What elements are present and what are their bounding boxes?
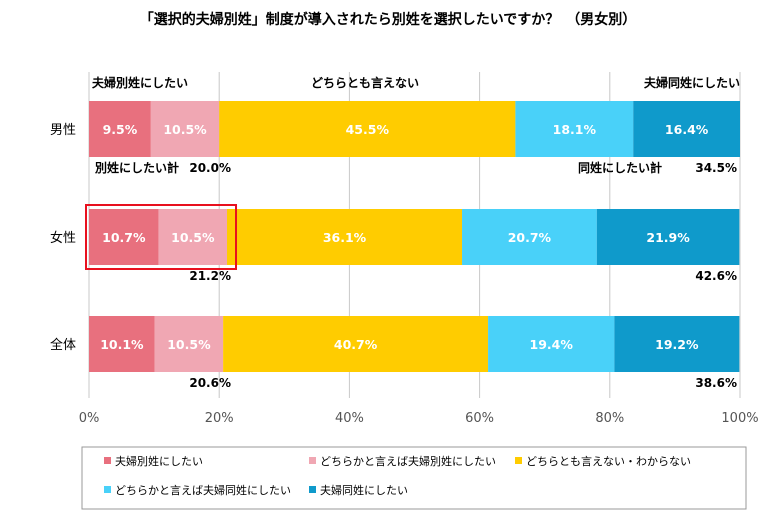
highlight-rectangle — [85, 204, 238, 270]
bar-segment — [488, 316, 615, 372]
bar-value-label: 9.5% — [103, 122, 138, 137]
x-tick-label: 60% — [465, 411, 494, 426]
bar-segment — [614, 316, 740, 372]
highlight-box — [85, 204, 238, 270]
left-total-value: 20.0% — [189, 161, 231, 175]
left-sum-label: 別姓にしたい計 — [94, 160, 179, 175]
legend-swatch — [104, 457, 111, 464]
bar-value-label: 16.4% — [665, 122, 709, 137]
bar-value-label: 40.7% — [334, 337, 378, 352]
legend-swatch — [309, 457, 316, 464]
bar-segment — [150, 101, 220, 157]
legend-swatch — [104, 486, 111, 493]
bars: 9.5% 10.5% 45.5% 18.1% 16.4% 10.7% 10.5% 36.1% 2… — [89, 101, 740, 372]
bar-value-label: 10.5% — [163, 122, 207, 137]
bar-value-label: 10.5% — [171, 230, 215, 245]
bar-segment — [219, 101, 516, 157]
header-same: 夫婦同姓にしたい — [643, 75, 740, 90]
bar-value-label: 10.7% — [102, 230, 146, 245]
header-separate: 夫婦別姓にしたい — [91, 75, 188, 90]
x-tick-label: 0% — [79, 411, 100, 426]
right-total-value: 38.6% — [695, 376, 737, 390]
legend: 夫婦別姓にしたい どちらかと言えば夫婦別姓にしたい どちらとも言えない・わからないど… — [81, 446, 747, 510]
x-tick-label: 40% — [335, 411, 364, 426]
bar-value-label: 19.4% — [530, 337, 574, 352]
legend-label: どちらとも言えない・わからない — [526, 455, 691, 468]
x-axis-ticks: 0% 20% 40% 60% 80% 100% — [79, 411, 759, 426]
bar-segment — [462, 209, 597, 265]
bar-segment — [515, 101, 634, 157]
bar-segment — [227, 209, 463, 265]
left-total-value: 20.6% — [189, 376, 231, 390]
bar-segment — [89, 101, 151, 157]
bar-value-label: 21.9% — [646, 230, 690, 245]
bar-segment — [633, 101, 740, 157]
legend-label: どちらかと言えば夫婦別姓にしたい — [320, 454, 496, 468]
bar-segment — [223, 316, 489, 372]
legend-label: 夫婦別姓にしたい — [115, 454, 203, 468]
right-total-value: 34.5% — [695, 161, 737, 175]
left-total-value: 21.2% — [189, 269, 231, 283]
x-tick-label: 20% — [205, 411, 234, 426]
total-annotations: 別姓にしたい計 同姓にしたい計 20.0% 34.5% 21.2% 42.6% 20.6% 3… — [94, 160, 737, 390]
bar-value-label: 36.1% — [323, 230, 367, 245]
chart-title: 「選択的夫婦別姓」制度が導入されたら別姓を選択したいですか？ （男女別） — [140, 11, 637, 28]
legend-swatch — [515, 457, 522, 464]
x-tick-label: 100% — [721, 411, 758, 426]
category-label: 男性 — [50, 123, 76, 138]
bar-segment — [89, 316, 155, 372]
bar-segment — [154, 316, 224, 372]
bar-value-label: 18.1% — [553, 122, 597, 137]
bar-value-label: 19.2% — [655, 337, 699, 352]
right-sum-label: 同姓にしたい計 — [578, 160, 662, 175]
legend-frame — [81, 446, 747, 510]
category-label: 女性 — [50, 230, 76, 246]
bar-value-label: 10.5% — [167, 337, 211, 352]
bar-value-label: 20.7% — [508, 230, 552, 245]
bar-value-label: 45.5% — [346, 122, 390, 137]
right-total-value: 42.6% — [695, 269, 737, 283]
bar-segment — [596, 209, 740, 265]
bar-segment — [158, 209, 228, 265]
bar-value-label: 10.1% — [100, 337, 144, 352]
legend-label: どちらかと言えば夫婦同姓にしたい — [115, 483, 291, 497]
legend-swatch — [309, 486, 316, 493]
bar-segment — [89, 209, 159, 265]
legend-label: 夫婦同姓にしたい — [320, 483, 408, 497]
x-tick-label: 80% — [595, 411, 624, 426]
category-label: 全体 — [50, 337, 76, 353]
header-neutral: どちらとも言えない — [311, 75, 419, 90]
